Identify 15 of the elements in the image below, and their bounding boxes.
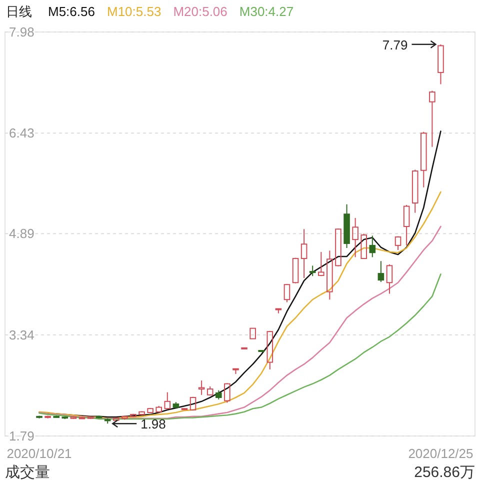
y-tick: 6.43	[9, 126, 34, 141]
x-tick: 2020/12/25	[408, 446, 474, 461]
y-tick: 4.89	[9, 226, 34, 242]
y-tick: 1.79	[9, 428, 34, 444]
legend: M5:6.56 M10:5.53 M20:5.06 M30:4.27	[48, 4, 294, 19]
note: 256.86万	[414, 464, 475, 480]
note: 成交量	[5, 464, 50, 480]
annotation: 1.98	[112, 416, 166, 432]
y-tick: 7.98	[9, 24, 34, 40]
title: 日线	[6, 4, 32, 19]
x-tick: 2020/10/21	[6, 446, 72, 461]
annotation: 7.79	[382, 37, 408, 52]
annotation: 7.79	[382, 37, 437, 52]
y-tick: 3.34	[9, 327, 34, 342]
annotation: 1.98	[140, 416, 166, 432]
